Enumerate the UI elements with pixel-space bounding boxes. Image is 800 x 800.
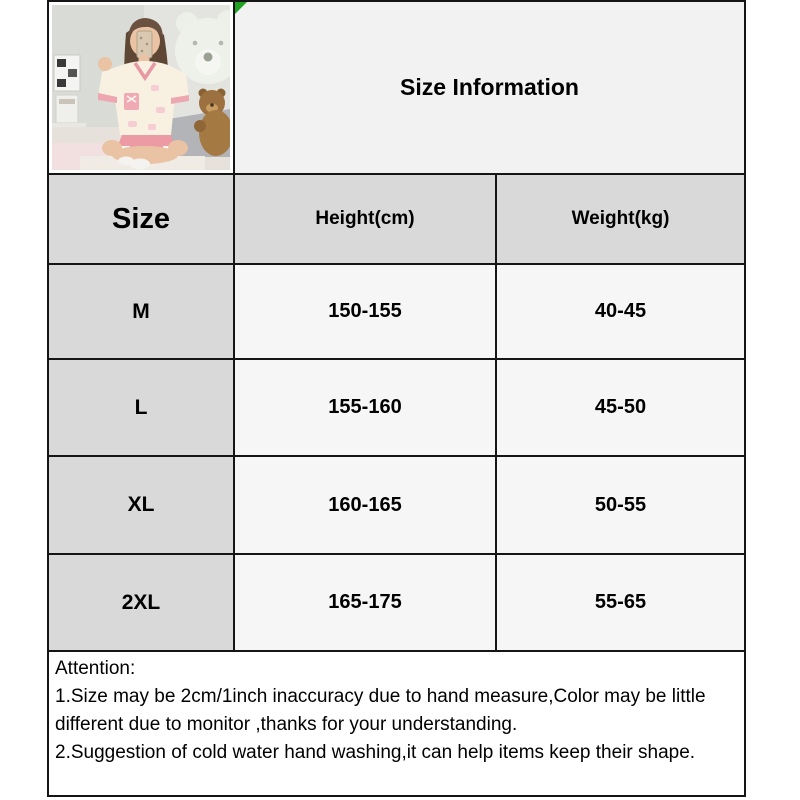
row-l-height: 155-160 bbox=[235, 360, 495, 455]
size-table: Size Information Size Height(cm) Weight(… bbox=[47, 0, 746, 652]
row-2xl-size: 2XL bbox=[49, 555, 233, 650]
table-title-cell: Size Information bbox=[235, 2, 744, 173]
teddy-bear bbox=[194, 88, 230, 156]
model bbox=[98, 18, 189, 170]
attention-heading: Attention: bbox=[55, 658, 136, 679]
attention-note-2: 2.Suggestion of cold water hand washing,… bbox=[55, 742, 696, 763]
attention-box: Attention: 1.Size may be 2cm/1inch inacc… bbox=[47, 650, 746, 797]
column-header-weight: Weight(kg) bbox=[497, 175, 744, 263]
column-header-height: Height(cm) bbox=[235, 175, 495, 263]
row-2xl-weight: 55-65 bbox=[497, 555, 744, 650]
row-xl-weight: 50-55 bbox=[497, 457, 744, 553]
attention-note-1b: different due to monitor ,thanks for you… bbox=[55, 714, 518, 735]
row-m-height: 150-155 bbox=[235, 265, 495, 358]
column-header-size: Size bbox=[49, 175, 233, 263]
row-xl-size: XL bbox=[49, 457, 233, 553]
poster-frames bbox=[52, 54, 86, 129]
row-xl-height: 160-165 bbox=[235, 457, 495, 553]
product-photo bbox=[49, 2, 233, 173]
pajama-model-illustration bbox=[52, 5, 230, 170]
row-m-weight: 40-45 bbox=[497, 265, 744, 358]
row-l-weight: 45-50 bbox=[497, 360, 744, 455]
attention-note-1a: 1.Size may be 2cm/1inch inaccuracy due t… bbox=[55, 686, 706, 707]
page-title: Size Information bbox=[400, 74, 579, 100]
row-2xl-height: 165-175 bbox=[235, 555, 495, 650]
row-m-size: M bbox=[49, 265, 233, 358]
row-l-size: L bbox=[49, 360, 233, 455]
bear-projection-icon bbox=[175, 10, 230, 84]
green-corner-marker-icon bbox=[235, 2, 247, 14]
